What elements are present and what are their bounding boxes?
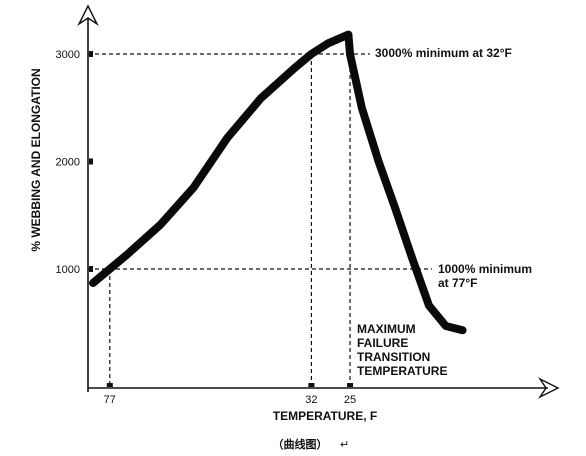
reference-lines: [88, 53, 432, 388]
annotation-3000-line1: 3000% minimum at 32°F: [375, 46, 512, 60]
y-tick-group: 1000 2000 3000: [56, 49, 93, 276]
x-axis: [88, 377, 560, 399]
y-tick-label-2000: 2000: [56, 157, 80, 169]
figure-caption: （曲线图）: [273, 437, 328, 451]
annotation-transition-line3: TRANSITION: [357, 350, 430, 364]
annotation-1000-line1: 1000% minimum: [438, 262, 532, 276]
annotation-transition-line4: TEMPERATURE: [357, 364, 447, 378]
annotation-transition-line2: FAILURE: [357, 336, 408, 350]
x-tick-label-32: 32: [305, 394, 317, 406]
x-tick-group: 77 32 25: [104, 383, 356, 406]
y-tick-label-1000: 1000: [56, 264, 80, 276]
x-axis-title: TEMPERATURE, F: [273, 409, 377, 423]
y-tick-label-3000: 3000: [56, 49, 80, 61]
y-axis-title: % WEBBING AND ELONGATION: [29, 68, 43, 251]
annotation-transition-line1: MAXIMUM: [357, 322, 416, 336]
y-tick-mark-2000: [89, 158, 93, 165]
annotation-1000-line2: at 77°F: [438, 276, 477, 290]
x-axis-arrow-icon: [537, 377, 560, 399]
y-axis: [77, 4, 99, 392]
y-axis-arrow-icon: [77, 4, 99, 27]
x-tick-label-25: 25: [344, 394, 356, 406]
series-line: [89, 30, 467, 335]
paragraph-mark: ↵: [340, 439, 349, 451]
x-tick-label-77: 77: [104, 394, 116, 406]
